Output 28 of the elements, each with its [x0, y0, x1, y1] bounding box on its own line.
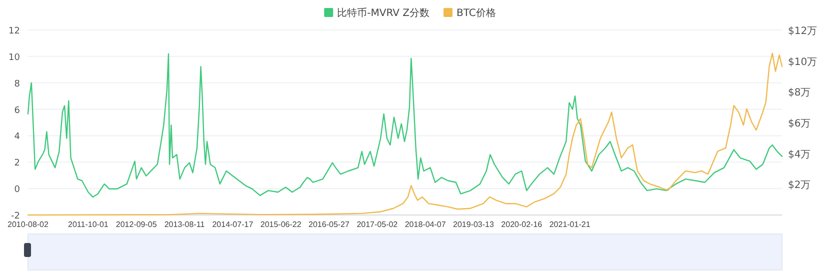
x-tick-label: 2021-01-21 — [549, 220, 591, 229]
x-tick-label: 2014-07-17 — [212, 220, 254, 229]
x-tick-label: 2010-08-02 — [8, 220, 50, 229]
y2-tick-label: $2万 — [788, 180, 811, 192]
legend-label: 比特币-MVRV Z分数 — [337, 7, 430, 19]
x-tick-label: 2019-03-13 — [453, 220, 494, 229]
y2-tick-label: $12万 — [788, 26, 818, 37]
y2-tick-label: $6万 — [788, 118, 811, 130]
y-tick-label: 12 — [8, 26, 20, 36]
y2-tick-label: $10万 — [788, 56, 818, 68]
y-tick-label: -2 — [11, 212, 20, 222]
y-tick-label: 2 — [14, 158, 20, 169]
x-tick-label: 2017-05-02 — [356, 220, 398, 229]
x-tick-label: 2016-05-27 — [308, 220, 350, 229]
y-tick-label: 8 — [14, 79, 20, 90]
y-tick-label: 10 — [8, 52, 20, 63]
x-tick-label: 2020-02-16 — [501, 220, 543, 229]
y-tick-label: 0 — [14, 185, 20, 196]
x-tick-label: 2015-06-22 — [260, 220, 302, 229]
x-tick-label: 2012-09-05 — [116, 220, 158, 229]
y-tick-label: 6 — [14, 106, 20, 116]
legend-label: BTC价格 — [456, 7, 496, 19]
x-tick-label: 2018-04-07 — [404, 220, 446, 229]
x-tick-label: 2011-10-01 — [68, 220, 109, 229]
y2-tick-label: $8万 — [788, 88, 811, 99]
y-tick-label: 4 — [14, 132, 20, 142]
y2-tick-label: $4万 — [788, 149, 811, 160]
x-tick-label: 2013-08-11 — [164, 220, 206, 229]
